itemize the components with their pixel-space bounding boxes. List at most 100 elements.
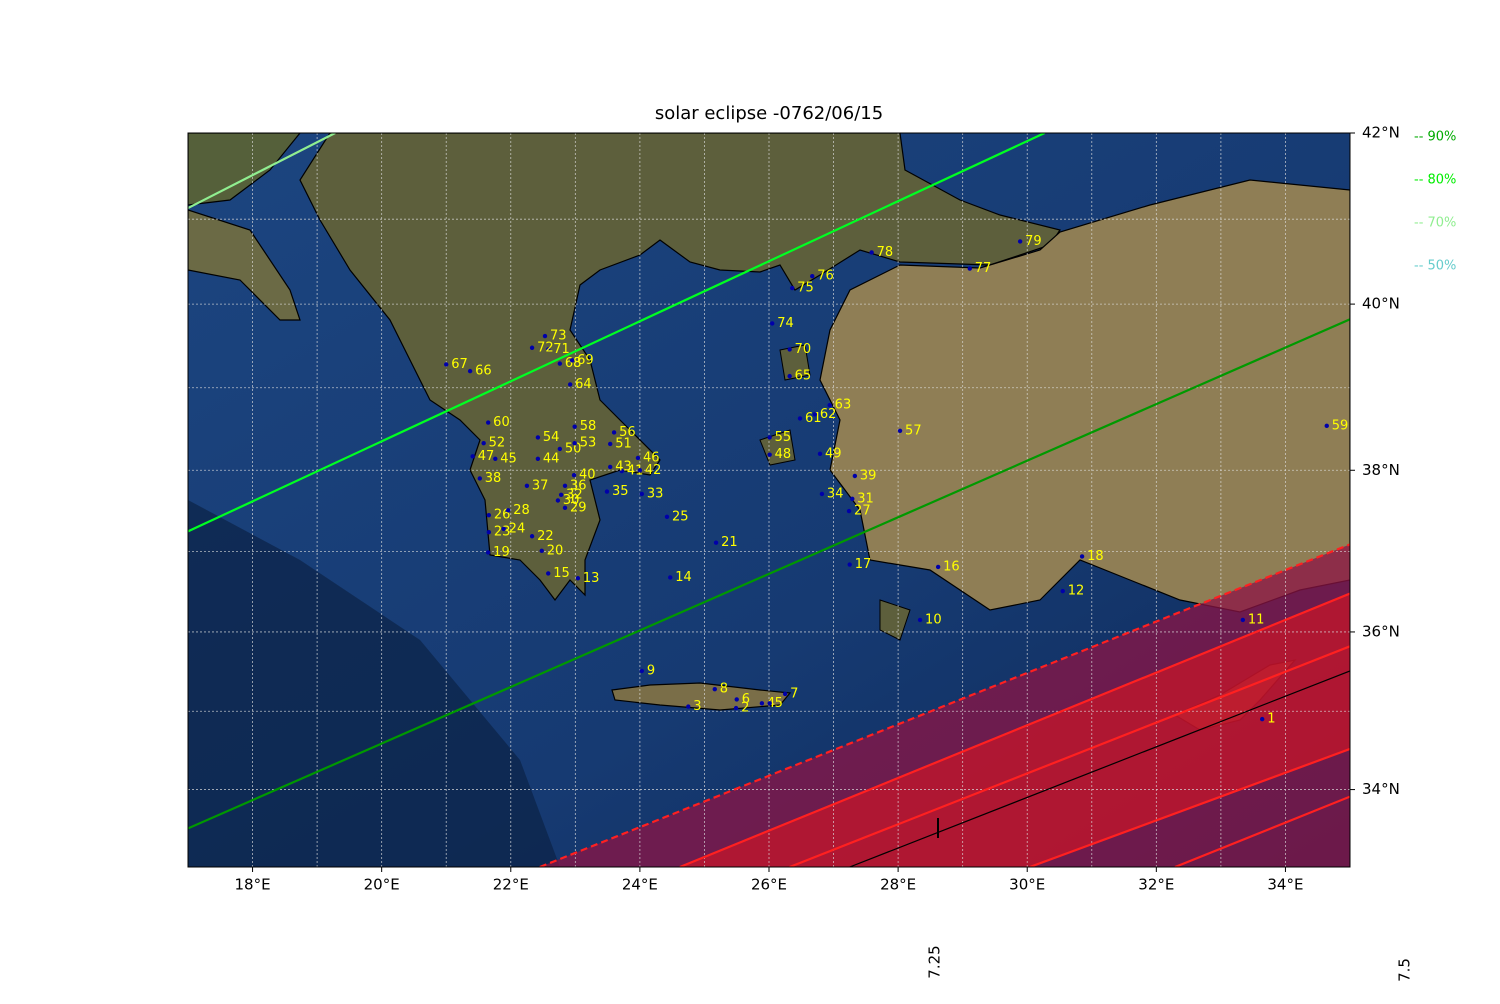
site-dot xyxy=(850,496,855,502)
site-label: 13 xyxy=(583,571,600,586)
site-label: 55 xyxy=(775,430,792,445)
site-label: 50 xyxy=(565,441,582,456)
site-dot xyxy=(493,456,498,461)
site-dot xyxy=(812,412,818,417)
site-label: 67 xyxy=(451,357,468,372)
site-label: 24 xyxy=(509,521,526,536)
islands xyxy=(759,344,911,641)
site-label: 65 xyxy=(795,369,812,384)
site-label: 64 xyxy=(575,377,592,392)
site-label: 71 xyxy=(553,342,570,357)
x-tick-label: 28°E xyxy=(880,876,916,894)
site-label: 40 xyxy=(579,468,596,483)
x-tick-label: 32°E xyxy=(1138,876,1174,894)
site-label: 77 xyxy=(975,261,992,276)
site-label: 72 xyxy=(537,340,554,355)
site-dot xyxy=(787,373,792,379)
italy xyxy=(188,209,301,321)
eclipse-line xyxy=(188,318,1350,830)
site-dot xyxy=(555,498,561,503)
site-dot xyxy=(470,454,475,459)
x-tick-label: 20°E xyxy=(364,876,400,894)
map-area: 1234567891011121314151617181920212223242… xyxy=(188,133,1350,867)
site-label: 32 xyxy=(566,487,583,502)
x-tick-label: 30°E xyxy=(1009,876,1045,894)
site-label: 10 xyxy=(925,612,942,627)
site-dot xyxy=(611,430,617,435)
site-label: 8 xyxy=(720,682,728,697)
site-dot xyxy=(572,440,577,446)
site-dot xyxy=(759,701,765,706)
site-label: 79 xyxy=(1025,234,1042,249)
site-dot xyxy=(790,285,795,291)
eclipse-lines xyxy=(188,133,1350,867)
site-dot xyxy=(477,476,482,481)
site-dot xyxy=(1260,716,1265,722)
site-dot xyxy=(935,564,941,570)
site-dot xyxy=(712,686,717,692)
site-dot xyxy=(767,452,772,457)
site-dot xyxy=(767,435,772,440)
site-label: 62 xyxy=(820,407,837,422)
site-label: 70 xyxy=(795,342,812,357)
crete xyxy=(611,682,792,711)
site-dot xyxy=(817,451,823,457)
axis-labels: 18°E 20°E 22°E 24°E 26°E 28°E 30°E 32°E 34°E 34°N… xyxy=(235,124,1400,894)
site-label: 59 xyxy=(1332,418,1349,433)
site-label: 39 xyxy=(860,468,877,483)
site-dot xyxy=(485,550,491,555)
site-dot xyxy=(567,382,573,387)
site-label: 18 xyxy=(1087,549,1104,564)
site-label: 58 xyxy=(580,419,597,434)
site-label: 29 xyxy=(570,500,587,515)
site-label: 36 xyxy=(570,478,587,493)
eclipse-line xyxy=(1174,795,1350,867)
site-label: 45 xyxy=(500,451,517,466)
site-dot xyxy=(546,347,551,352)
site-dot xyxy=(852,473,858,479)
site-dot xyxy=(639,668,645,674)
site-label: 26 xyxy=(494,508,511,523)
map-title: solar eclipse -0762/06/15 xyxy=(655,103,883,124)
site-label: 61 xyxy=(805,411,822,426)
y-tick-label: 34°N xyxy=(1362,780,1400,798)
site-dot xyxy=(571,472,577,478)
site-dot xyxy=(846,508,852,514)
site-label: 68 xyxy=(565,356,582,371)
site-label: 73 xyxy=(550,329,567,344)
site-dot xyxy=(539,548,544,554)
site-label: 49 xyxy=(825,446,842,461)
site-dot xyxy=(557,361,563,366)
site-label: 47 xyxy=(478,449,495,464)
site-dot xyxy=(486,512,492,518)
site-label: 30 xyxy=(563,493,580,508)
site-label: 15 xyxy=(553,566,570,581)
site-label: 41 xyxy=(627,464,644,479)
legend-entry: -- 50% xyxy=(1414,259,1456,274)
site-dot xyxy=(733,705,739,711)
legend-entry: -- 80% xyxy=(1414,173,1456,188)
site-dot xyxy=(686,704,691,709)
site-label: 9 xyxy=(647,663,655,678)
legend-entry: -- 90% xyxy=(1414,130,1456,145)
site-label: 51 xyxy=(615,436,632,451)
y-tick-label: 40°N xyxy=(1362,295,1400,313)
site-dot xyxy=(1324,423,1329,429)
site-label: 38 xyxy=(485,471,502,486)
site-label: 16 xyxy=(943,559,960,574)
site-label: 35 xyxy=(612,484,629,499)
site-label: 74 xyxy=(777,316,794,331)
site-dot xyxy=(529,534,535,539)
site-dot xyxy=(782,691,788,697)
site-dot xyxy=(572,424,577,429)
site-dot xyxy=(635,455,641,461)
site-label: 2 xyxy=(741,701,749,716)
site-label: 25 xyxy=(672,509,689,524)
site-dot xyxy=(664,514,670,519)
eclipse-line xyxy=(849,670,1350,867)
bottom-label: 7.5 xyxy=(1396,958,1414,982)
site-label: 46 xyxy=(643,450,660,465)
site-label: 27 xyxy=(854,504,871,519)
site-dot xyxy=(637,468,643,473)
site-label: 7 xyxy=(790,686,798,701)
